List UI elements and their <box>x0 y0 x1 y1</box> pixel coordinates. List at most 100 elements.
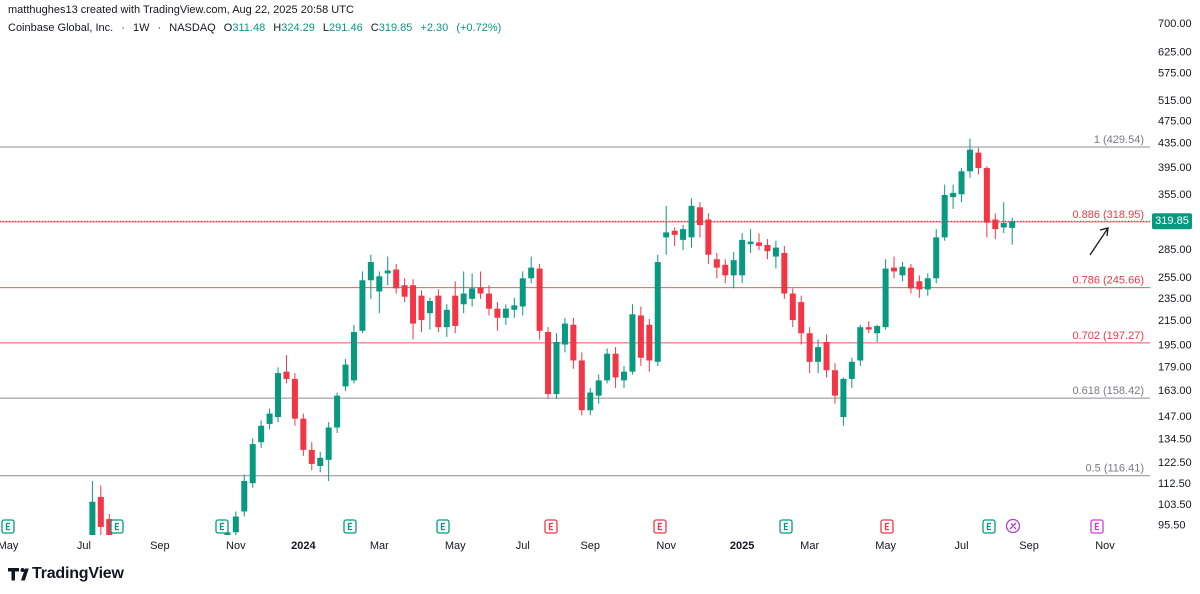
earnings-icon <box>880 519 894 534</box>
ohlc-prefix: L <box>322 22 330 34</box>
earnings-icon <box>544 519 558 534</box>
y-tick-label: 515.00 <box>1158 95 1192 107</box>
candle-body <box>663 232 670 238</box>
candle-body <box>418 295 425 321</box>
x-tick-label: Mar <box>370 540 389 552</box>
x-tick-label: 2024 <box>291 540 316 552</box>
candle-body <box>224 532 231 535</box>
y-tick-label: 215.00 <box>1158 315 1192 327</box>
candle-body <box>815 347 822 362</box>
y-tick-label: 122.50 <box>1158 457 1192 469</box>
candle-body <box>89 501 96 535</box>
candle-body <box>460 293 467 305</box>
candle-body <box>376 276 383 292</box>
legend: Coinbase Global, Inc. · 1W · NASDAQ O311… <box>8 22 501 34</box>
y-tick-label: 179.00 <box>1158 361 1192 373</box>
earnings-icon <box>1090 519 1104 534</box>
candle-body <box>874 325 881 334</box>
y-tick-label: 625.00 <box>1158 46 1192 58</box>
candle-body <box>646 324 653 361</box>
fib-label: 0.702 (197.27) <box>1072 330 1144 342</box>
candle-body <box>334 395 341 428</box>
fib-label: 1 (429.54) <box>1094 134 1144 146</box>
candle-body <box>485 293 492 309</box>
split-icon <box>1005 518 1021 534</box>
price-box <box>1152 213 1192 230</box>
candle-body <box>621 371 628 381</box>
y-tick-label: 395.00 <box>1158 162 1192 174</box>
candle-body <box>545 332 552 395</box>
interval: 1W <box>132 22 150 34</box>
earnings-icon <box>110 519 124 534</box>
y-axis: 700.00 625.00 575.00 515.00 475.00 435.00 395.… <box>1150 18 1192 532</box>
candle-body <box>899 266 906 276</box>
close-value: 319.85 <box>378 22 413 34</box>
candle-body <box>561 323 568 345</box>
y-tick-label: 95.50 <box>1158 520 1186 532</box>
fib-label: 0.5 (116.41) <box>1085 463 1144 475</box>
candle-body <box>469 288 476 299</box>
candle-body <box>350 332 357 381</box>
candle-body <box>359 280 366 331</box>
candle-body <box>494 308 501 318</box>
candle-body <box>241 481 248 512</box>
x-tick-label: Jul <box>77 540 91 552</box>
candle-body <box>519 278 526 307</box>
candle-body <box>654 262 661 362</box>
candle-body <box>781 252 788 294</box>
candle-body <box>823 341 830 371</box>
candle-body <box>604 353 611 381</box>
x-tick-label: May <box>875 540 896 552</box>
candle-body <box>848 361 855 379</box>
candle-body <box>595 380 602 396</box>
candle-body <box>713 259 720 268</box>
brand: TradingView <box>32 565 124 582</box>
low-value: 291.46 <box>329 22 363 34</box>
candle-body <box>325 427 332 460</box>
y-tick-label: 112.50 <box>1158 478 1191 490</box>
earnings-icon <box>1 519 15 534</box>
candle-body <box>249 444 256 484</box>
candle-body <box>612 353 619 378</box>
open-value: 311.48 <box>232 22 266 34</box>
candle-body <box>722 264 729 276</box>
candle-body <box>798 302 805 334</box>
exchange: NASDAQ <box>169 22 216 34</box>
x-tick-label: Mar <box>800 540 819 552</box>
y-tick-label: 575.00 <box>1158 67 1192 79</box>
x-tick-label: Nov <box>226 540 246 552</box>
candle-body <box>688 205 695 238</box>
candle-body <box>578 360 585 411</box>
earnings-icon <box>215 519 229 534</box>
y-tick-label: 195.00 <box>1158 340 1192 352</box>
x-tick-label: Nov <box>656 540 676 552</box>
x-tick-label: Nov <box>1095 540 1115 552</box>
symbol-name: Coinbase Global, Inc. <box>8 22 114 34</box>
fib-levels: 1 (429.54) 0.886 (318.95) 0.786 (245.66) 0.… <box>0 134 1150 477</box>
candle-body <box>283 371 290 379</box>
y-tick-label: 355.00 <box>1158 189 1192 201</box>
candle-body <box>570 324 577 361</box>
candle-body <box>443 309 450 328</box>
candle-body <box>756 242 763 246</box>
x-tick-label: Jul <box>516 540 530 552</box>
candle-body <box>671 230 678 235</box>
candle-body <box>393 269 400 289</box>
x-tick-label: Sep <box>1019 540 1039 552</box>
candle-body <box>772 247 779 257</box>
y-tick-label: 103.50 <box>1158 499 1192 511</box>
candle-body <box>882 268 889 328</box>
candle-body <box>629 314 636 372</box>
candle-body <box>975 152 982 169</box>
candle-body <box>739 239 746 276</box>
candle-body <box>435 295 442 328</box>
y-tick-label: 235.00 <box>1158 293 1192 305</box>
change: +2.30 <box>420 22 449 34</box>
candle-body <box>528 267 535 279</box>
fib-label: 0.886 (318.95) <box>1072 209 1144 221</box>
ohlc-prefix: C <box>370 22 379 34</box>
candle-body <box>764 245 771 252</box>
x-axis: May Jul Sep Nov 2024 Mar May Jul Sep Nov 2025 Mar Ma… <box>0 540 1115 552</box>
